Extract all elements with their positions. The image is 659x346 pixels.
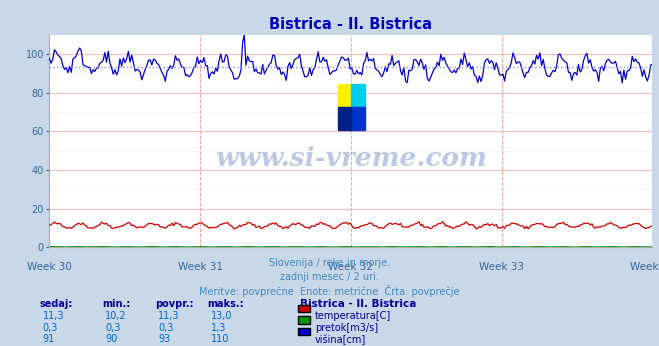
- Text: Week 31: Week 31: [178, 262, 223, 272]
- Bar: [351, 83, 365, 107]
- Bar: [337, 107, 351, 130]
- Text: 11,3: 11,3: [43, 311, 65, 321]
- Text: Slovenija / reke in morje.: Slovenija / reke in morje.: [269, 258, 390, 268]
- Text: 11,3: 11,3: [158, 311, 180, 321]
- Text: 0,3: 0,3: [43, 323, 58, 333]
- Text: 0,3: 0,3: [105, 323, 121, 333]
- Bar: [337, 83, 351, 107]
- Text: min.:: min.:: [102, 299, 130, 309]
- Text: Week 30: Week 30: [27, 262, 72, 272]
- Text: Week 34: Week 34: [630, 262, 659, 272]
- Text: sedaj:: sedaj:: [40, 299, 73, 309]
- Text: pretok[m3/s]: pretok[m3/s]: [315, 323, 378, 333]
- Text: Week 33: Week 33: [479, 262, 524, 272]
- Text: Bistrica - Il. Bistrica: Bistrica - Il. Bistrica: [300, 299, 416, 309]
- Text: 0,3: 0,3: [158, 323, 173, 333]
- Text: 1,3: 1,3: [211, 323, 226, 333]
- Text: 10,2: 10,2: [105, 311, 127, 321]
- Text: 90: 90: [105, 334, 118, 344]
- Text: 91: 91: [43, 334, 55, 344]
- Title: Bistrica - Il. Bistrica: Bistrica - Il. Bistrica: [270, 17, 432, 32]
- Text: maks.:: maks.:: [208, 299, 244, 309]
- Text: zadnji mesec / 2 uri.: zadnji mesec / 2 uri.: [280, 272, 379, 282]
- Text: 93: 93: [158, 334, 171, 344]
- Text: Meritve: povprečne  Enote: metrične  Črta: povprečje: Meritve: povprečne Enote: metrične Črta:…: [199, 285, 460, 298]
- Text: www.si-vreme.com: www.si-vreme.com: [215, 146, 487, 171]
- Text: 13,0: 13,0: [211, 311, 233, 321]
- Text: temperatura[C]: temperatura[C]: [315, 311, 391, 321]
- Text: 110: 110: [211, 334, 229, 344]
- Text: višina[cm]: višina[cm]: [315, 334, 366, 345]
- Bar: [351, 107, 365, 130]
- Text: povpr.:: povpr.:: [155, 299, 193, 309]
- Text: Week 32: Week 32: [328, 262, 374, 272]
